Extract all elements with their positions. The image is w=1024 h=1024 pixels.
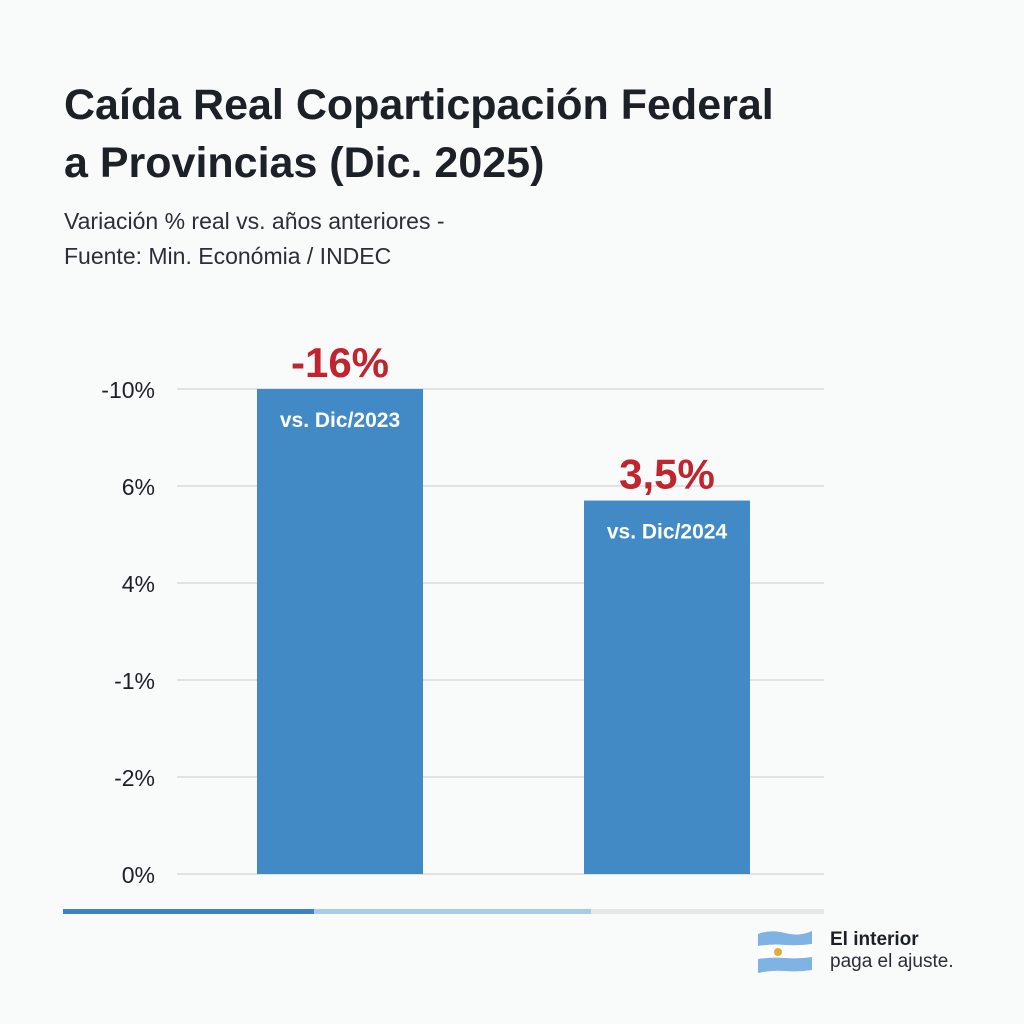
bar-2: [584, 500, 750, 874]
bar-value-label: -16%: [291, 339, 389, 386]
bar-category-label: vs. Dic/2023: [280, 409, 400, 432]
y-tick-label: 0%: [122, 862, 155, 888]
y-axis-ticks: 0% -2% -1% 4% 6% -10%: [101, 377, 155, 888]
brand-line-2: paga el ajuste.: [830, 951, 954, 972]
footer-progress-segment-gray: [591, 909, 824, 914]
brand-tagline: El interior paga el ajuste.: [756, 928, 954, 974]
chart-title: Caída Real Coparticpación Federal a Prov…: [64, 76, 964, 192]
y-tick-label: 4%: [122, 571, 155, 597]
subtitle-line-2: Fuente: Min. Económia / INDEC: [64, 243, 392, 269]
brand-line-1: El interior: [830, 929, 919, 950]
footer-progress-segment-light: [314, 909, 591, 914]
title-line-1: Caída Real Coparticpación Federal: [64, 81, 774, 129]
y-tick-label: 6%: [122, 474, 155, 500]
bars: [257, 389, 750, 874]
chart-subtitle: Variación % real vs. años anteriores - F…: [64, 204, 764, 274]
data-labels: vs. Dic/2023 -16% vs. Dic/2024 3,5%: [280, 339, 728, 544]
bar-1: [257, 389, 423, 874]
y-tick-label: -2%: [114, 765, 155, 791]
y-tick-label: -1%: [114, 668, 155, 694]
footer-progress-segment-dark: [63, 909, 314, 914]
subtitle-line-1: Variación % real vs. años anteriores -: [64, 208, 445, 234]
y-tick-label: -10%: [101, 377, 155, 403]
title-line-2: a Provincias (Dic. 2025): [64, 139, 545, 187]
bar-category-label: vs. Dic/2024: [607, 521, 728, 544]
argentina-flag-icon: [758, 931, 812, 973]
bar-value-label: 3,5%: [619, 451, 715, 498]
